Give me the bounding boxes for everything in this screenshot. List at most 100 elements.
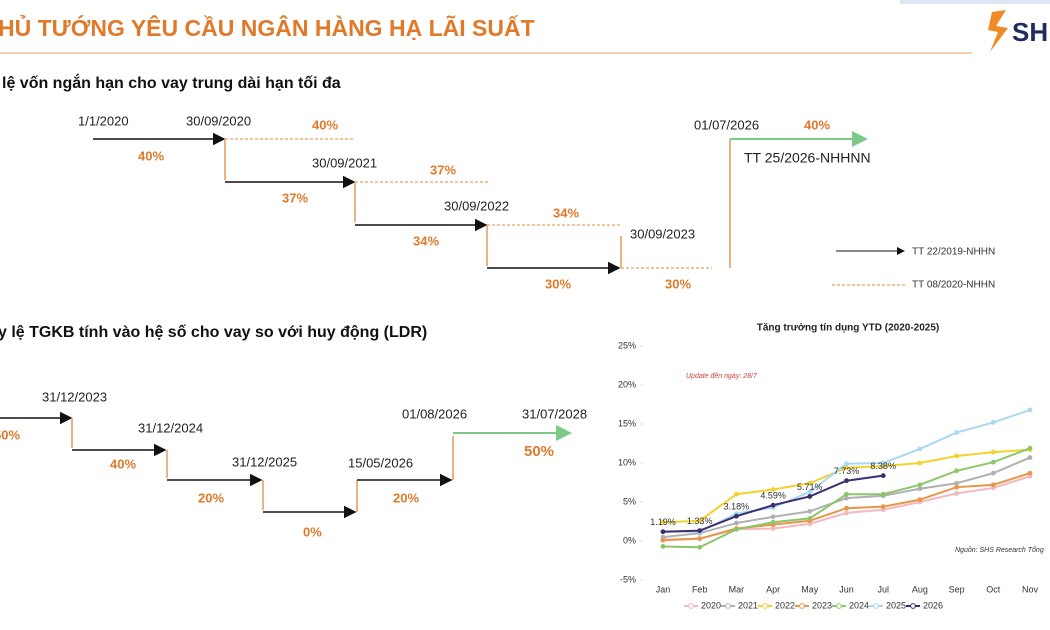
ratio: 50%: [0, 427, 20, 442]
chart-title: Tăng trưởng tín dụng YTD (2020-2025): [757, 323, 940, 334]
point: [844, 505, 849, 511]
point: [1027, 470, 1033, 476]
x-tick-label: Sep: [949, 584, 965, 594]
value-label: 1.33%: [687, 516, 713, 526]
legend-entry: 2023: [812, 600, 832, 610]
point: [770, 487, 776, 492]
legend-swatch: [725, 603, 731, 609]
point: [990, 470, 996, 476]
point: [990, 420, 996, 425]
y-tick-label: 10%: [618, 457, 636, 467]
point: [990, 449, 996, 455]
x-tick-label: Jan: [656, 584, 671, 594]
timeline1-shapes: [93, 131, 905, 286]
ratio: 30%: [545, 276, 571, 291]
point: [770, 519, 776, 525]
point: [880, 460, 886, 466]
section-title: y lệ TGKB tính vào hệ số cho vay so với …: [0, 324, 427, 341]
x-tick-label: Jun: [839, 584, 854, 594]
point: [697, 536, 703, 542]
point: [880, 504, 886, 510]
point: [734, 526, 739, 532]
point: [844, 478, 849, 484]
x-tick-label: Aug: [912, 584, 928, 594]
slide-title: HỦ TƯỚNG YÊU CẦU NGÂN HÀNG HẠ LÃI SUẤT: [0, 13, 535, 41]
ratio: 40%: [804, 117, 830, 132]
ratio: 20%: [198, 490, 224, 505]
x-tick-label: Apr: [766, 584, 780, 594]
legend-swatch: [688, 603, 694, 609]
point: [954, 468, 959, 474]
value-label: 3.18%: [724, 502, 750, 512]
point: [807, 494, 813, 499]
logo-text: SH: [1012, 17, 1048, 47]
point: [990, 482, 996, 488]
point: [807, 515, 813, 521]
ratio: 20%: [393, 490, 419, 505]
point: [697, 544, 703, 550]
legend-entry: 2024: [849, 600, 869, 610]
ratio: 40%: [312, 117, 338, 132]
value-label: 5.71%: [797, 482, 823, 492]
point: [880, 491, 886, 497]
point: [697, 528, 703, 534]
point: [844, 461, 849, 467]
point: [917, 482, 923, 488]
point: [990, 459, 996, 465]
legend-entry: TT 08/2020-NHHN: [912, 280, 995, 291]
ratio: 37%: [282, 190, 308, 205]
value-label: 8.38%: [870, 461, 896, 471]
point: [844, 495, 849, 501]
point: [807, 480, 813, 486]
timeline2-shapes: [0, 411, 572, 519]
ratio: 37%: [430, 162, 456, 177]
x-tick-label: Oct: [986, 584, 1001, 594]
y-tick-label: 5%: [623, 496, 636, 506]
point: [660, 519, 666, 525]
point: [917, 460, 923, 466]
date: 31/12/2025: [232, 454, 297, 469]
value-label: 4.59%: [760, 491, 786, 501]
y-tick-label: -5%: [620, 574, 636, 584]
value-label: 1.19%: [650, 517, 676, 527]
legend-swatch: [836, 603, 842, 609]
point: [844, 465, 849, 471]
point: [844, 491, 849, 497]
section-title: lệ vốn ngắn hạn cho vay trung dài hạn tố…: [2, 73, 341, 92]
date: 31/07/2028: [522, 406, 587, 421]
point: [1027, 407, 1033, 413]
legend-swatch: [799, 603, 805, 609]
point: [734, 491, 739, 497]
point: [880, 473, 886, 479]
point: [770, 502, 776, 508]
point: [917, 497, 923, 503]
point: [954, 430, 959, 435]
x-tick-label: May: [801, 584, 819, 594]
point: [1027, 455, 1033, 460]
point: [660, 537, 666, 543]
legend-entry: 2025: [886, 600, 906, 610]
rule: TT 25/2026-NHHNN: [744, 150, 871, 166]
date: 31/12/2024: [138, 420, 203, 435]
point: [954, 480, 959, 486]
date: 30/09/2022: [444, 198, 509, 213]
point: [844, 510, 849, 516]
legend-entry: 2021: [738, 600, 758, 610]
ratio: 34%: [553, 205, 579, 220]
point: [1027, 445, 1033, 451]
chart-annotation: Update đến ngày: 28/7: [686, 372, 758, 380]
point: [660, 544, 666, 549]
ratio: 34%: [413, 233, 439, 248]
point: [734, 513, 739, 519]
legend-entry: 2026: [923, 600, 943, 610]
legend-entry: 2020: [701, 600, 721, 610]
point: [734, 520, 739, 526]
date: 01/08/2026: [402, 406, 467, 421]
point: [917, 486, 923, 492]
point: [770, 514, 776, 520]
point: [807, 508, 813, 514]
point: [917, 446, 923, 452]
chart-source: Nguồn: SHS Research Tổng: [955, 545, 1044, 554]
y-tick-label: 20%: [618, 379, 636, 389]
